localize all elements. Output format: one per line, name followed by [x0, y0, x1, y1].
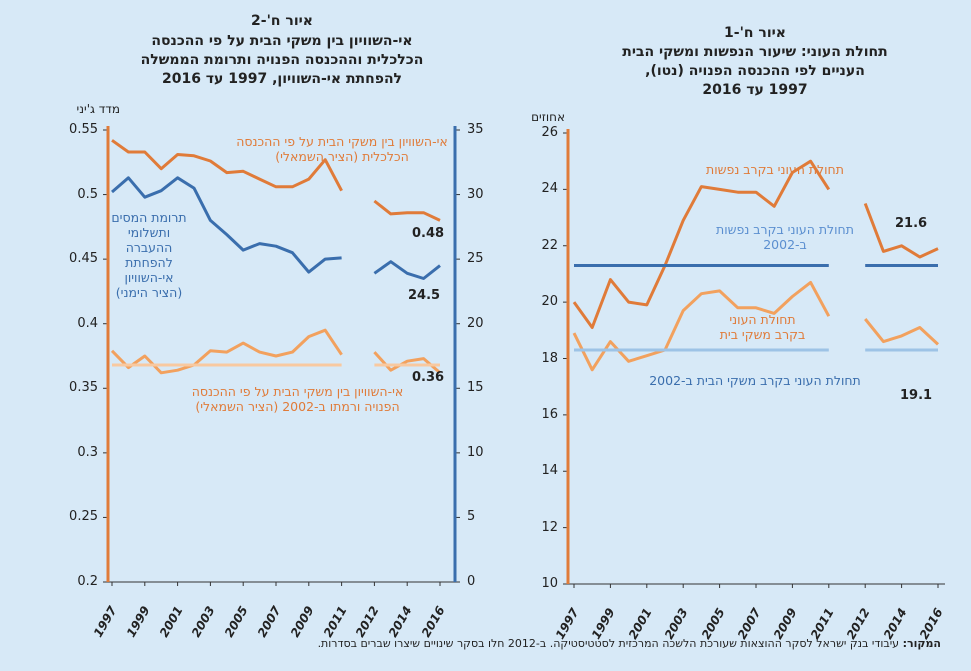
- series-line: [111, 139, 441, 222]
- y-axis-label: אחוזים: [531, 110, 565, 124]
- annotation: 0.48: [412, 226, 445, 241]
- chart-title: איור ח'-1: [724, 25, 786, 41]
- y2-tick-label: 35: [467, 122, 484, 137]
- chart-subtitle: העניים לפי ההכנסה הפנויה (נטו),: [645, 63, 865, 79]
- chart-subtitle: להפחתת אי-השוויון, 1997 עד 2016: [161, 71, 403, 87]
- y2-tick-label: 5: [467, 509, 476, 525]
- y-tick-label: 14: [541, 463, 558, 479]
- y2-tick-label: 15: [467, 380, 484, 396]
- y-tick-label: 0.45: [69, 251, 98, 267]
- chart-subtitle: אי-השוויון בין משקי הבית על פי ההכנסה: [151, 33, 413, 49]
- y-tick-label: 22: [541, 237, 558, 253]
- annotation: 19.1: [900, 388, 933, 403]
- chart-subtitle: הכלכלית וההכנסה הפנויה ותרומת הממשלה: [140, 52, 424, 68]
- y-tick-label: 18: [541, 350, 558, 366]
- series-line: [111, 176, 441, 280]
- y-tick-label: 0.35: [69, 380, 98, 396]
- y-tick-label: 24: [541, 181, 558, 197]
- y-tick-label: 0.4: [77, 315, 98, 331]
- series-line: [572, 280, 940, 372]
- y-tick-label: 16: [541, 406, 558, 422]
- series-label: תחולת העוני בקרב משקי בית: [719, 312, 806, 342]
- chart-subtitle: תחולת העוני: שיעור הנפשות ומשקי הבית: [622, 44, 888, 60]
- y-tick-label: 0.25: [69, 509, 98, 525]
- series-label: תרומת המסים ותשלומי ההעברה להפחתת אי-השו…: [111, 210, 187, 300]
- y2-tick-label: 10: [467, 444, 484, 460]
- source: המקור: עיבודי בנק ישראל לסקר ההוצאות שעו…: [318, 636, 941, 651]
- y2-tick-label: 30: [467, 186, 484, 202]
- series-label: תחולת העוני בקרב נפשות: [706, 162, 844, 177]
- y-tick-label: 12: [541, 519, 558, 535]
- series-line: [572, 159, 939, 329]
- y2-tick-label: 20: [467, 315, 484, 331]
- annotation: 0.36: [412, 370, 445, 385]
- series-label: תחולת העוני בקרב נפשות ב-2002: [716, 222, 854, 252]
- source-text: עיבודי בנק ישראל לסקר ההוצאות שעורכת הלש…: [317, 637, 900, 650]
- y-tick-label: 26: [541, 125, 558, 140]
- series-label: תחולת העוני בקרב משקי הבית ב-2002: [649, 373, 861, 388]
- y-tick-label: 0.3: [77, 444, 98, 460]
- y2-tick-label: 0: [467, 574, 476, 589]
- y-tick-label: 0.55: [69, 122, 98, 137]
- annotation: 24.5: [408, 288, 441, 303]
- y-tick-label: 0.2: [77, 574, 98, 589]
- chart-subtitle: 1997 עד 2016: [702, 82, 808, 98]
- y-axis-label: מדד ג'יני: [76, 102, 120, 116]
- source-label: המקור:: [902, 637, 941, 650]
- y2-tick-label: 25: [467, 251, 484, 267]
- y-tick-label: 20: [541, 294, 558, 310]
- y-tick-label: 10: [541, 576, 558, 591]
- annotation: 21.6: [895, 216, 928, 231]
- series-label: אי-השוויון בין משקי הבית על פי ההכנסה הכ…: [236, 134, 448, 164]
- series-label: אי-השוויון בין משקי הבית על פי ההכנסה הפ…: [191, 384, 404, 414]
- y-tick-label: 0.5: [77, 186, 98, 202]
- chart-title: איור ח'-2: [251, 13, 313, 29]
